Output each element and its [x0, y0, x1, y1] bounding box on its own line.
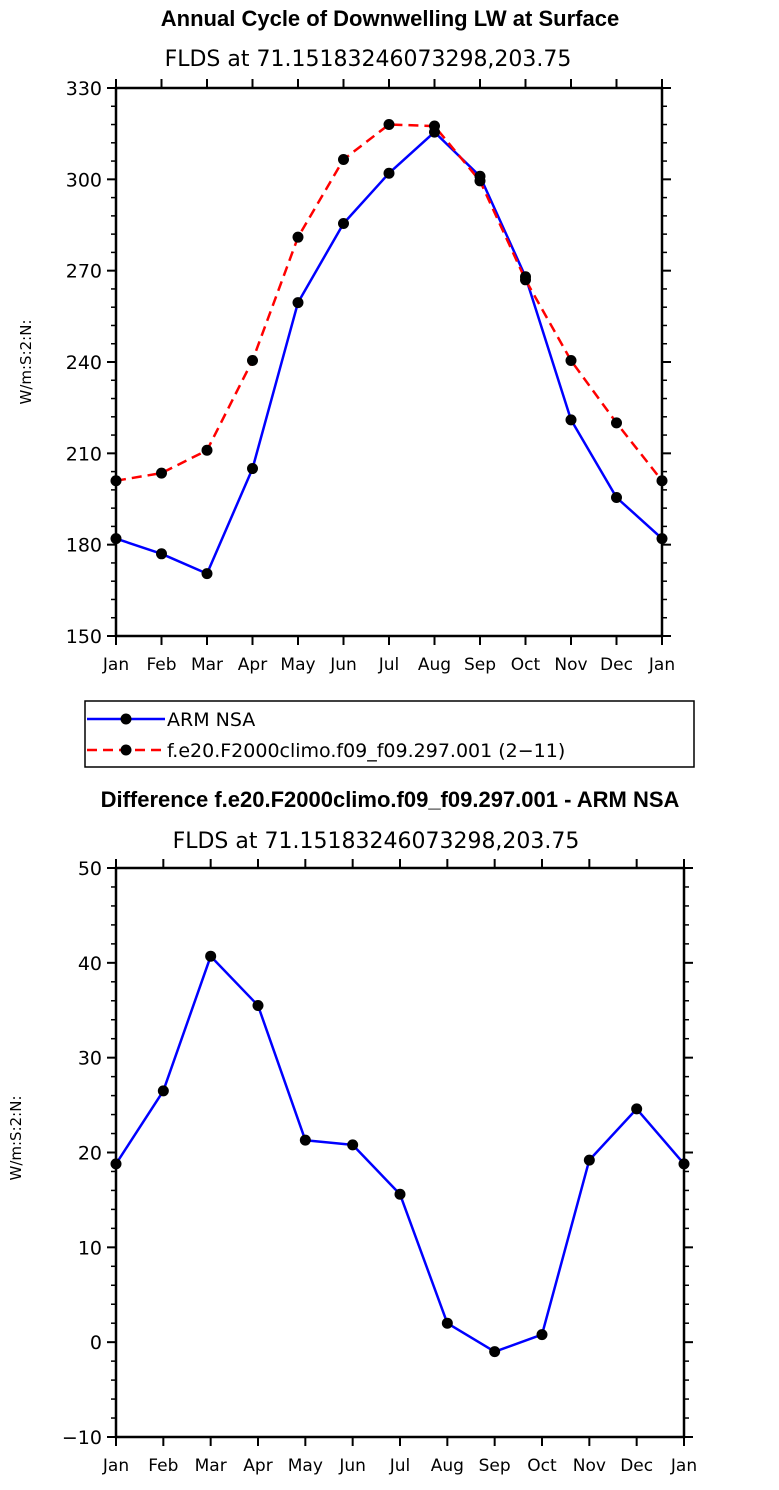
chart1-y-tick-label: 240 [66, 352, 102, 374]
chart1-plot-area: 150 180 210 240 270 300 330 Jan Feb Mar Apr May Jun J… [66, 78, 675, 675]
chart1-y-axis-label: W/m:S:2:N: [17, 320, 35, 405]
chart1-legend: ARM NSA f.e20.F2000climo.f09_f09.297.001… [84, 700, 695, 768]
chart1-series-0-point [656, 533, 668, 545]
chart2-x-tick-label: May [288, 1456, 323, 1476]
chart1-series-1-point [429, 120, 440, 132]
chart1-x-tick-label: Jan [648, 655, 675, 675]
chart1-x-tick-label: Sep [464, 655, 496, 675]
chart2-title: Difference f.e20.F2000climo.f09_f09.297.… [101, 787, 680, 812]
chart1-x-tick-label: Mar [191, 655, 223, 675]
chart1-y-tick-label: 330 [66, 78, 102, 100]
chart2-series-0-point [631, 1103, 643, 1115]
chart2-y-tick-label: 50 [78, 858, 102, 880]
chart1-series-1-point [201, 444, 213, 456]
chart1-series-1-point [565, 354, 577, 366]
chart2-x-tick-label: Apr [243, 1456, 272, 1476]
chart1-series-0-line [115, 130, 663, 575]
chart2-y-tick-label: 10 [78, 1237, 102, 1259]
chart2-x-tick-label: Mar [195, 1456, 227, 1476]
chart1-series-0-point [156, 548, 167, 560]
chart1-x-tick-label: Dec [600, 655, 633, 675]
chart2-y-tick-label: 40 [78, 953, 102, 975]
chart1-subtitle: FLDS at 71.15183246073298,203.75 [165, 47, 572, 72]
chart1-y-tick-label: 180 [66, 535, 102, 557]
chart2-x-tick-label: Jan [670, 1456, 697, 1476]
chart1-series-1-point [611, 417, 622, 429]
chart2-x-tick-label: Feb [148, 1456, 178, 1476]
legend-marker-model [120, 744, 132, 756]
chart2-x-tick-label: Jun [338, 1456, 366, 1476]
chart2-series-0-point [110, 1158, 122, 1170]
chart2-series-0-point [536, 1329, 548, 1341]
chart1-series-1-point [474, 175, 486, 187]
chart2-y-tick-label: −10 [62, 1427, 102, 1449]
chart2-x-tick-label: Aug [431, 1456, 464, 1476]
chart1-series-0-point [247, 463, 258, 475]
chart1-x-tick-label: Jan [102, 655, 129, 675]
chart2-subtitle: FLDS at 71.15183246073298,203.75 [173, 829, 580, 854]
chart1-series-1-point [383, 119, 395, 131]
chart2-series-0-point [489, 1346, 501, 1358]
chart2-y-tick-label: 0 [90, 1332, 102, 1354]
chart1-series-1-point [292, 231, 304, 243]
chart2-series-0-point [347, 1139, 359, 1151]
legend-box [84, 700, 695, 768]
chart1-series-0-point [565, 414, 577, 426]
chart2-frame [114, 866, 686, 1439]
chart1-y-tick-label: 210 [66, 443, 102, 465]
chart1-x-tick-label: Nov [554, 655, 587, 675]
legend-label-model: f.e20.F2000climo.f09_f09.297.001 (2−11) [167, 740, 565, 762]
chart2-y-tick-label: 30 [78, 1048, 102, 1070]
chart1-series-0-point [611, 491, 622, 503]
chart1-x-tick-label: Jul [378, 655, 400, 675]
chart1-title: Annual Cycle of Downwelling LW at Surfac… [161, 6, 619, 31]
chart2-series-0-point [678, 1158, 690, 1170]
chart1-x-tick-label: Jun [329, 655, 357, 675]
chart1-y-tick-label: 150 [66, 626, 102, 648]
chart2-x-tick-label: Jul [389, 1456, 411, 1476]
chart2-series-0-point [252, 1000, 264, 1012]
chart1-x-tick-label: Apr [238, 655, 267, 675]
chart2-y-axis-label: W/m:S:2:N: [7, 1096, 25, 1181]
chart2-series-0-point [394, 1188, 406, 1200]
chart2-plot-area: −10 0 10 20 30 40 50 Jan Feb Mar Apr May Jun Jul Aug Se… [62, 858, 697, 1476]
chart1-series-0-point [110, 533, 122, 545]
chart1-x-tick-label: Aug [418, 655, 451, 675]
chart2-series-0-point [205, 950, 217, 962]
chart2-series-0-point [441, 1317, 453, 1329]
chart2-x-tick-label: Dec [620, 1456, 653, 1476]
chart1-series-1-point [656, 475, 668, 487]
chart1-series-1-point [156, 467, 167, 479]
chart2-series-0-point [299, 1134, 311, 1146]
chart1-y-tick-label: 270 [66, 261, 102, 283]
chart1-x-tick-label: Feb [146, 655, 176, 675]
chart2-x-tick-label: Nov [573, 1456, 606, 1476]
chart2-series-0-line [114, 954, 685, 1353]
chart1-x-tick-label: Oct [511, 655, 541, 675]
legend-marker-arm-nsa [120, 713, 132, 725]
chart2-series-0-point [583, 1154, 595, 1166]
legend-label-arm-nsa: ARM NSA [167, 709, 255, 731]
chart2-x-tick-label: Oct [527, 1456, 557, 1476]
chart1-series-0-point [201, 568, 213, 580]
chart2-x-tick-label: Sep [479, 1456, 511, 1476]
chart1-series-0-point [338, 217, 349, 229]
chart1-y-tick-label: 300 [66, 169, 102, 191]
chart1-series-1-point [110, 475, 122, 487]
chart2-y-tick-label: 20 [78, 1143, 102, 1165]
chart1-series-0-point [292, 297, 304, 309]
chart1-series-1-point [247, 354, 258, 366]
chart2-x-tick-label: Jan [102, 1456, 129, 1476]
chart1-series-1-point [338, 154, 349, 166]
chart1-series-1-point [520, 274, 531, 286]
chart1-x-tick-label: May [280, 655, 315, 675]
chart1-series-0-point [383, 167, 395, 179]
chart2-series-0-point [157, 1085, 169, 1097]
